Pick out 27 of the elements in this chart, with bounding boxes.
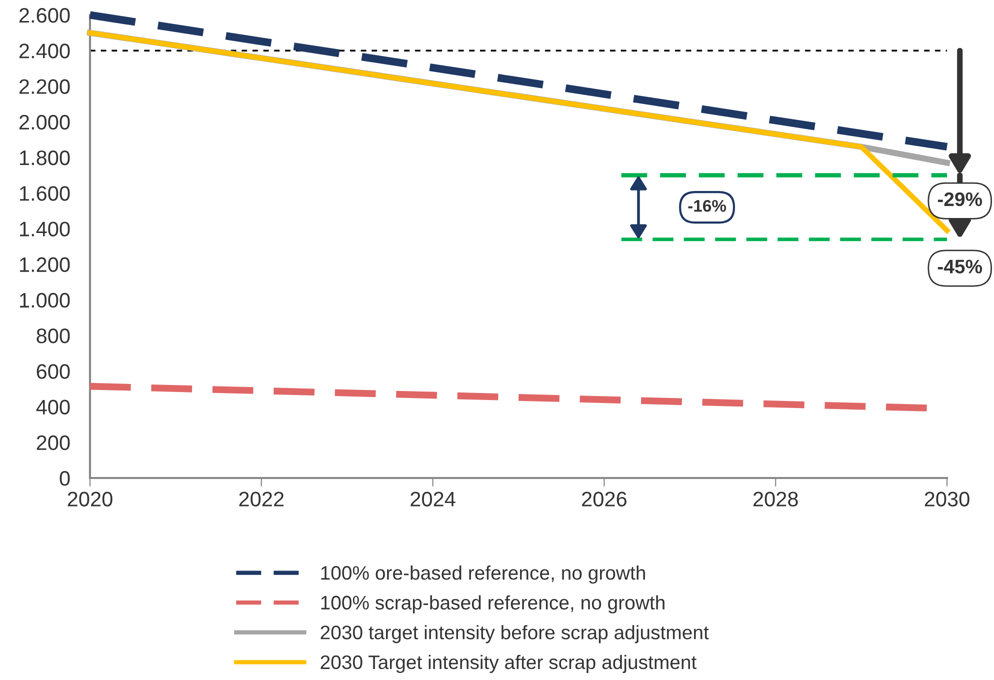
x-tick-label: 2022 [239, 492, 284, 506]
x-tick-label: 2028 [753, 492, 798, 506]
y-tick-label: 600 [36, 364, 70, 379]
y-tick-label: 400 [36, 400, 70, 415]
annotation: -45% [938, 260, 982, 274]
y-tick-label: 1.400 [20, 222, 70, 236]
legend-label: 100% scrap-based reference, no growth [321, 595, 664, 614]
y-tick-label: 800 [36, 328, 70, 344]
y-tick-label: 1.600 [20, 186, 70, 201]
x-tick-label: 2024 [410, 492, 456, 506]
y-tick-label: 200 [36, 435, 70, 450]
x-tick-label: 2020 [68, 492, 112, 506]
y-tick-label: 2.400 [19, 44, 70, 58]
y-tick-label: 0 [60, 471, 70, 486]
annotation: -16% [688, 200, 726, 212]
y-tick-label: 1.800 [20, 150, 70, 166]
y-tick-label: 2.600 [19, 8, 70, 23]
y-tick-label: 1.200 [20, 257, 70, 272]
x-tick-label: 2026 [582, 492, 626, 506]
y-tick-label: 1.000 [20, 292, 70, 308]
annotation: -29% [938, 192, 982, 206]
legend-label: 100% ore-based reference, no growth [321, 566, 645, 584]
x-tick-label: 2030 [924, 492, 970, 506]
legend-label: 2030 target intensity before scrap adjustment [320, 625, 709, 644]
y-tick-label: 2.200 [19, 79, 70, 94]
legend-label: 2030 Target intensity after scrap adjustment [320, 654, 697, 674]
y-tick-label: 2.000 [19, 114, 70, 130]
